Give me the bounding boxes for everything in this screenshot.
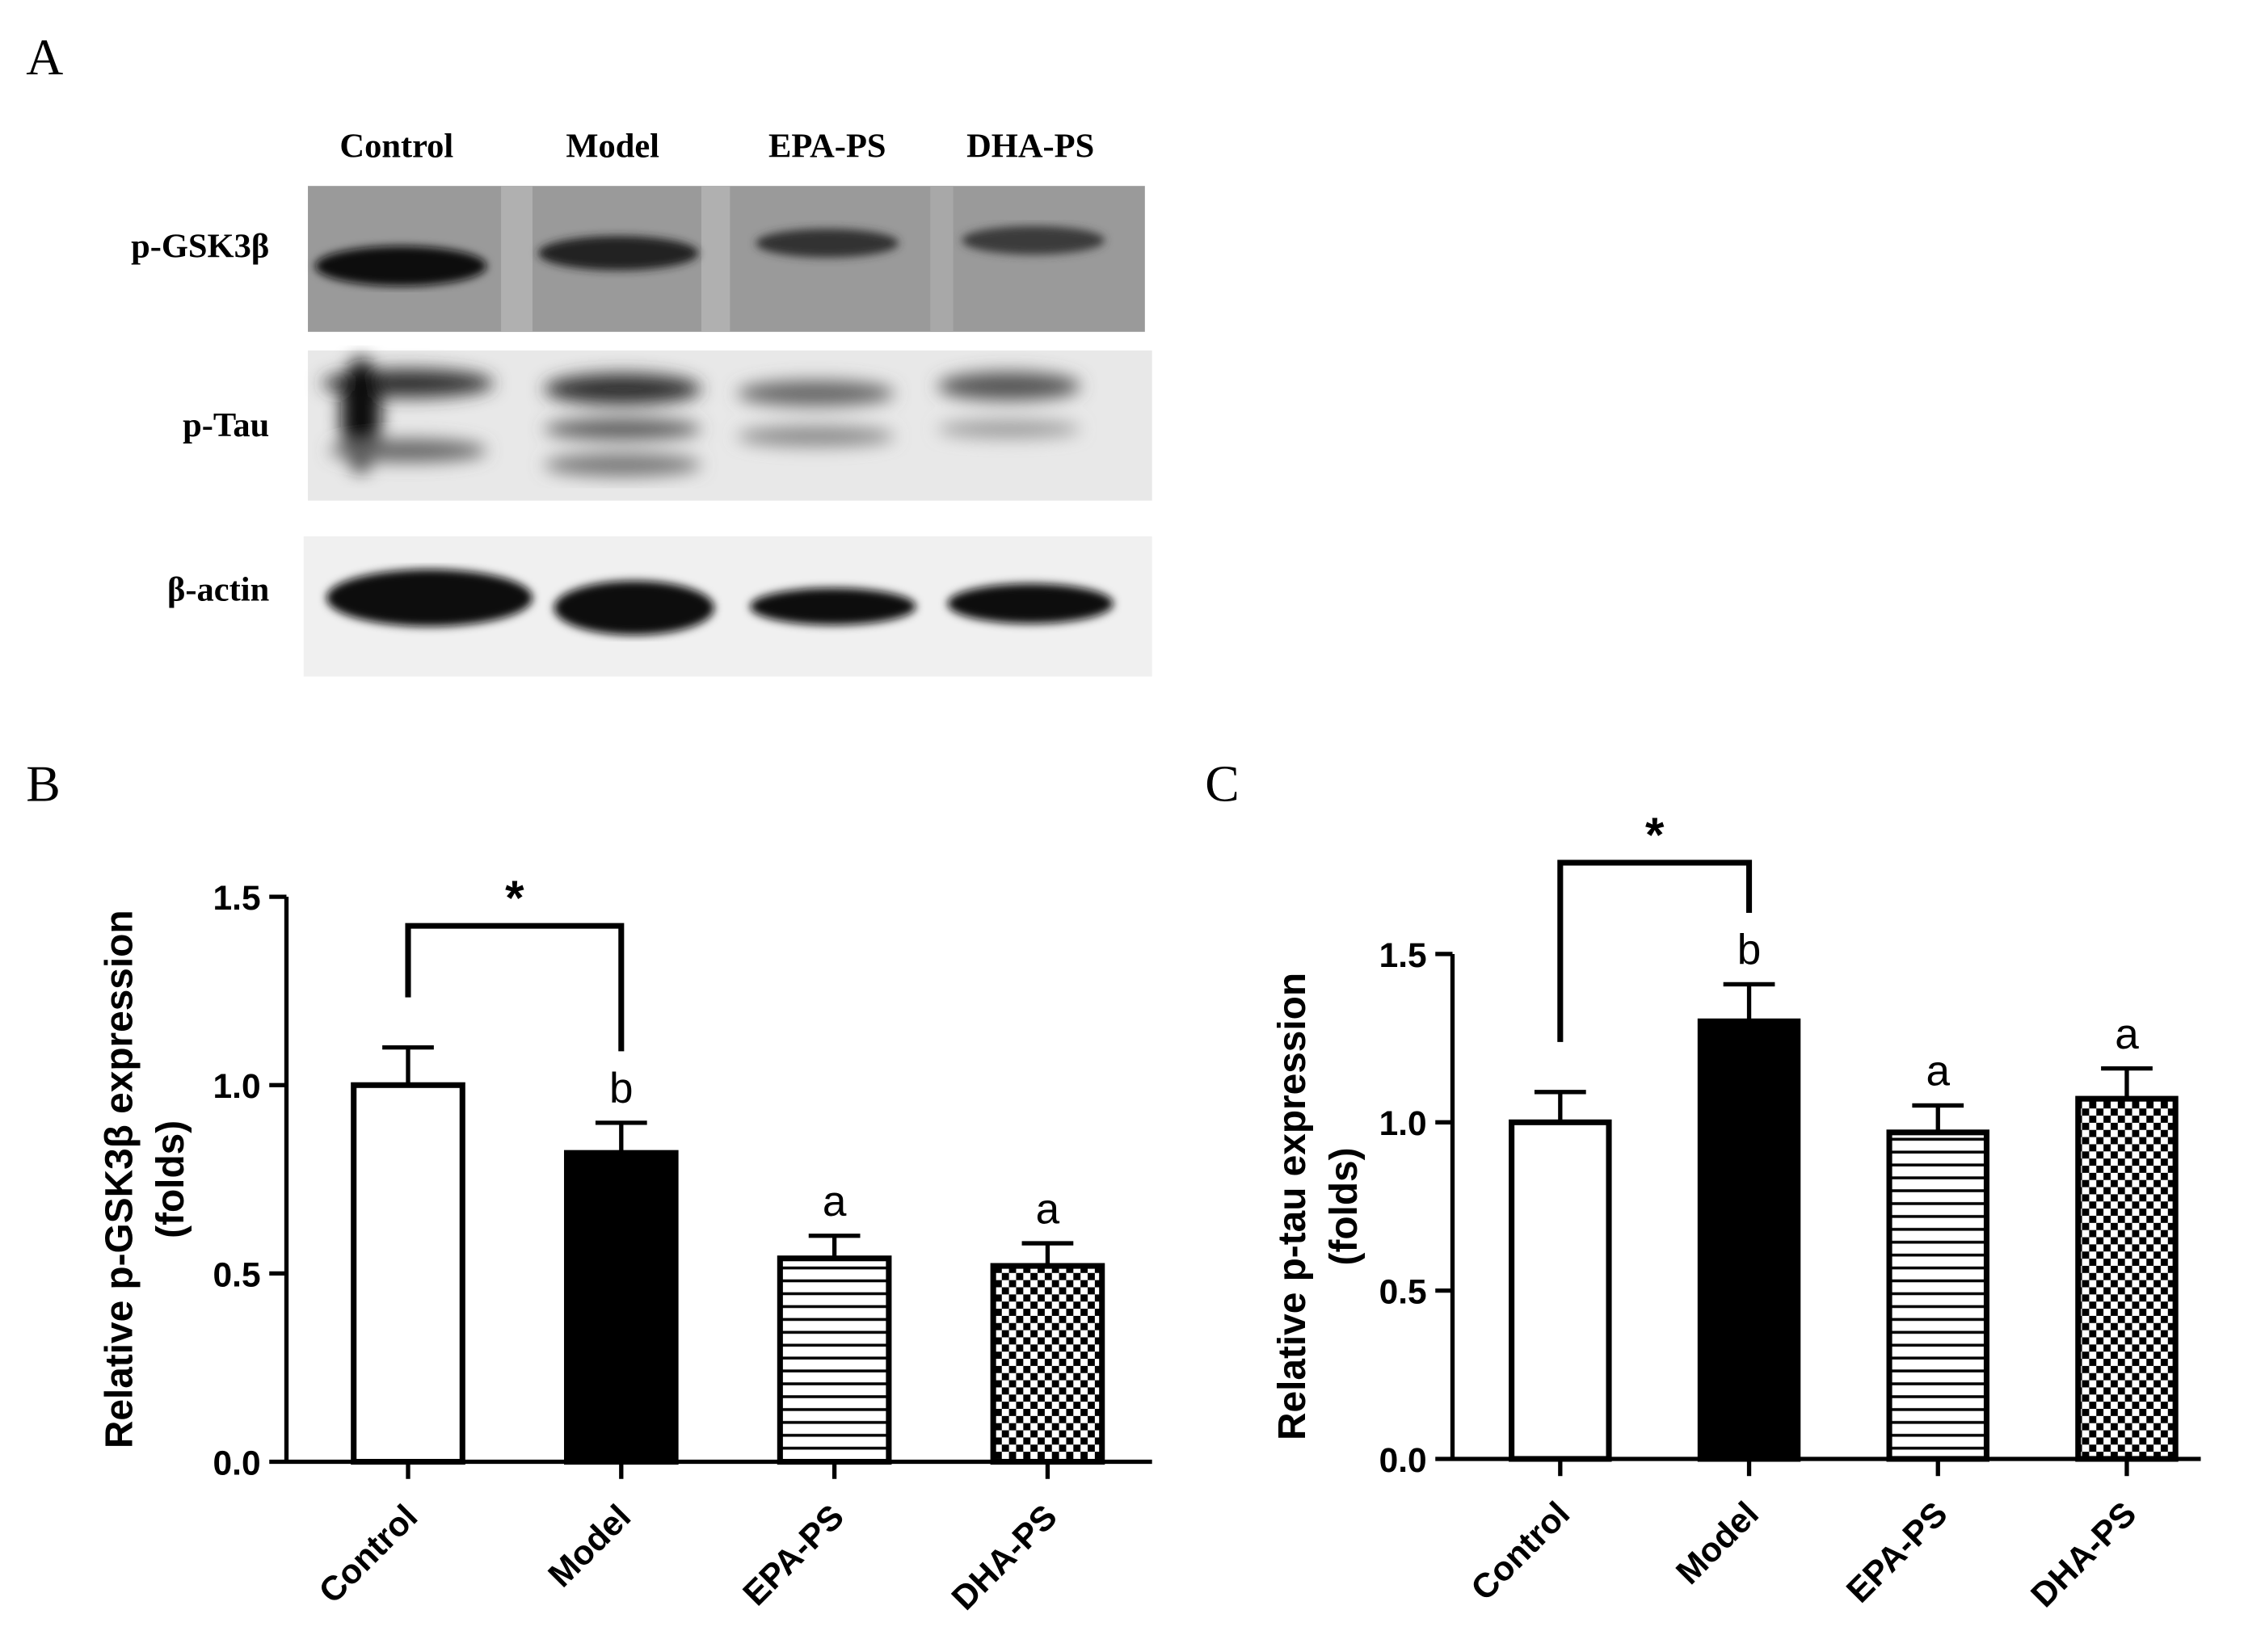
- x-tick-label: EPA-PS: [1840, 1495, 1956, 1611]
- lane-label: EPA-PS: [768, 128, 886, 166]
- y-axis-label: (folds): [1323, 1147, 1366, 1265]
- y-tick-label: 1.0: [213, 1068, 261, 1106]
- bar: [1509, 1119, 1612, 1462]
- significance-letter: a: [823, 1178, 847, 1225]
- significance-letter: a: [1926, 1048, 1950, 1095]
- x-tick-label: Control: [312, 1498, 425, 1611]
- significance-letter: a: [2115, 1011, 2139, 1058]
- row-label: p-Tau: [183, 406, 269, 444]
- row-label: β-actin: [167, 571, 269, 609]
- lane-label: DHA-PS: [966, 128, 1094, 166]
- row-label: p-GSK3β: [131, 228, 269, 266]
- significance-bracket: [405, 923, 625, 1052]
- significance-label: *: [505, 871, 524, 925]
- y-tick-label: 1.5: [213, 880, 261, 918]
- y-axis-label: Relative p-GSK3β expression: [98, 910, 141, 1448]
- x-tick-label: Control: [1464, 1495, 1577, 1608]
- panel-label: B: [26, 755, 61, 813]
- bar: [1886, 1129, 1989, 1462]
- x-tick-label: EPA-PS: [736, 1498, 852, 1613]
- x-tick-label: DHA-PS: [945, 1498, 1064, 1617]
- bar: [990, 1263, 1105, 1465]
- significance-label: *: [1645, 808, 1665, 862]
- y-axis-label: Relative p-tau expression: [1271, 973, 1314, 1440]
- y-tick-label: 1.5: [1379, 937, 1427, 975]
- y-tick-label: 0.0: [213, 1444, 261, 1482]
- y-tick-label: 0.0: [1379, 1442, 1427, 1480]
- bar: [351, 1082, 465, 1465]
- y-axis-label: (folds): [149, 1120, 192, 1238]
- significance-bracket: [1557, 860, 1753, 1042]
- lane-label: Control: [339, 128, 453, 166]
- lane-label: Model: [566, 128, 659, 166]
- y-tick-label: 0.5: [1379, 1274, 1427, 1312]
- x-tick-label: Model: [541, 1498, 638, 1595]
- significance-letter: b: [609, 1065, 634, 1112]
- x-tick-label: DHA-PS: [2024, 1495, 2144, 1615]
- bar: [563, 1150, 679, 1465]
- x-tick-label: Model: [1669, 1495, 1766, 1592]
- significance-letter: b: [1737, 927, 1762, 974]
- bar: [2075, 1095, 2179, 1462]
- y-tick-label: 1.0: [1379, 1105, 1427, 1143]
- western-blot: [303, 186, 1152, 677]
- panel-label: C: [1205, 755, 1240, 813]
- significance-letter: a: [1036, 1185, 1060, 1233]
- panel-label: A: [26, 28, 63, 86]
- bar: [777, 1255, 892, 1465]
- bar: [1697, 1018, 1801, 1462]
- y-tick-label: 0.5: [213, 1256, 261, 1294]
